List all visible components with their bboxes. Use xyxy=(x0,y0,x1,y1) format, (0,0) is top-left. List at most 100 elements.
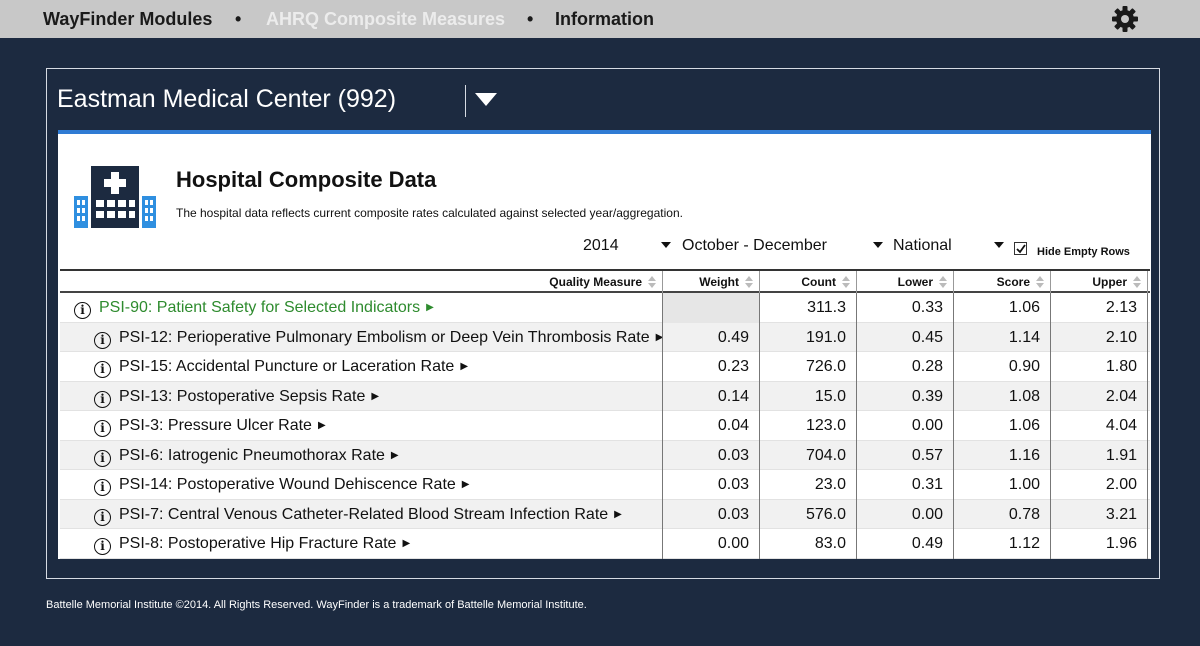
score-cell: 1.14 xyxy=(954,322,1051,352)
table-row: i PSI-8: Postoperative Hip Fracture Rate ▶… xyxy=(60,529,1150,559)
column-header-upper[interactable]: Upper xyxy=(1051,271,1148,293)
info-icon[interactable]: i xyxy=(74,302,91,319)
expand-arrow-icon[interactable]: ▶ xyxy=(460,361,469,372)
checkmark-icon xyxy=(1016,244,1026,254)
table-row: i PSI-13: Postoperative Sepsis Rate ▶ 0.14 1… xyxy=(60,381,1150,411)
lower-cell: 0.57 xyxy=(857,440,954,470)
nav-item-information[interactable]: Information xyxy=(555,9,654,29)
sort-icon xyxy=(1133,276,1141,288)
weight-cell xyxy=(663,293,760,323)
weight-cell: 0.03 xyxy=(663,440,760,470)
measure-link[interactable]: PSI-13: Postoperative Sepsis Rate ▶ xyxy=(119,388,379,405)
expand-arrow-icon[interactable]: ▶ xyxy=(614,508,622,520)
count-cell: 83.0 xyxy=(760,529,857,559)
info-icon[interactable]: i xyxy=(94,538,111,555)
measure-link[interactable]: PSI-14: Postoperative Wound Dehiscence R… xyxy=(119,476,469,493)
comparison-select[interactable]: National xyxy=(893,237,952,254)
top-nav-bar: WayFinder Modules • AHRQ Composite Measu… xyxy=(0,0,1200,38)
lower-cell: 0.00 xyxy=(857,499,954,529)
measure-label: PSI-12: Perioperative Pulmonary Embolism… xyxy=(119,328,650,346)
lower-cell: 0.49 xyxy=(857,529,954,559)
hide-empty-rows-checkbox[interactable] xyxy=(1014,242,1027,255)
sort-icon xyxy=(1036,276,1044,288)
column-header-count[interactable]: Count xyxy=(760,271,857,293)
measure-link[interactable]: PSI-3: Pressure Ulcer Rate ▶ xyxy=(119,417,326,434)
expand-arrow-icon[interactable]: ▶ xyxy=(426,302,434,313)
score-cell: 1.06 xyxy=(954,411,1051,441)
sort-icon xyxy=(648,276,656,288)
sort-icon xyxy=(745,276,753,288)
measure-label: PSI-13: Postoperative Sepsis Rate xyxy=(119,387,366,405)
upper-cell: 1.80 xyxy=(1051,352,1148,382)
column-header-weight[interactable]: Weight xyxy=(663,271,760,293)
measure-link[interactable]: PSI-12: Perioperative Pulmonary Embolism… xyxy=(119,328,662,346)
measure-cell: i PSI-13: Postoperative Sepsis Rate ▶ xyxy=(60,381,663,411)
measure-cell: i PSI-15: Accidental Puncture or Lacerati… xyxy=(60,352,663,382)
measure-link[interactable]: PSI-7: Central Venous Catheter-Related B… xyxy=(119,506,622,523)
measure-link[interactable]: PSI-6: Iatrogenic Pneumothorax Rate ▶ xyxy=(119,447,399,464)
year-select[interactable]: 2014 xyxy=(583,237,619,254)
table-header: Quality Measure Weight Count Lower Score Uppe… xyxy=(60,271,1150,293)
expand-arrow-icon[interactable]: ▶ xyxy=(655,331,663,343)
measure-cell: i PSI-6: Iatrogenic Pneumothorax Rate ▶ xyxy=(60,440,663,470)
expand-arrow-icon[interactable]: ▶ xyxy=(371,390,380,402)
period-select[interactable]: October - December xyxy=(682,237,827,254)
count-cell: 191.0 xyxy=(760,322,857,352)
nav-item-ahrq-composite-measures[interactable]: AHRQ Composite Measures xyxy=(266,9,506,29)
info-icon[interactable]: i xyxy=(94,420,111,437)
count-cell: 576.0 xyxy=(760,499,857,529)
measure-cell: i PSI-12: Perioperative Pulmonary Embolis… xyxy=(60,322,663,352)
upper-cell: 2.04 xyxy=(1051,381,1148,411)
weight-cell: 0.00 xyxy=(663,529,760,559)
year-dropdown-icon[interactable] xyxy=(661,242,671,248)
table-row: i PSI-14: Postoperative Wound Dehiscence … xyxy=(60,470,1150,500)
period-dropdown-icon[interactable] xyxy=(873,242,883,248)
info-icon[interactable]: i xyxy=(94,449,111,467)
measure-cell: i PSI-14: Postoperative Wound Dehiscence … xyxy=(60,470,663,500)
lower-cell: 0.45 xyxy=(857,322,954,352)
table-body: i PSI-90: Patient Safety for Selected Ind… xyxy=(60,293,1150,559)
nav-item-wayfinder-modules[interactable]: WayFinder Modules xyxy=(43,9,213,29)
info-icon[interactable]: i xyxy=(94,331,111,349)
column-header-lower[interactable]: Lower xyxy=(857,271,954,293)
lower-cell: 0.00 xyxy=(857,411,954,441)
expand-arrow-icon[interactable]: ▶ xyxy=(402,538,411,549)
count-cell: 726.0 xyxy=(760,352,857,382)
lower-cell: 0.31 xyxy=(857,470,954,500)
card-title: Hospital Composite Data xyxy=(176,167,437,192)
column-header-label: Upper xyxy=(1092,275,1127,289)
expand-arrow-icon[interactable]: ▶ xyxy=(390,449,399,461)
hospital-panel: Eastman Medical Center (992) Hosp xyxy=(46,68,1160,579)
comparison-dropdown-icon[interactable] xyxy=(994,242,1004,248)
info-icon[interactable]: i xyxy=(94,361,111,378)
nav-separator: • xyxy=(235,9,242,29)
upper-cell: 3.21 xyxy=(1051,499,1148,529)
upper-cell: 2.10 xyxy=(1051,322,1148,352)
column-header-quality-measure[interactable]: Quality Measure xyxy=(60,271,663,293)
measure-label: PSI-14: Postoperative Wound Dehiscence R… xyxy=(119,476,456,493)
expand-arrow-icon[interactable]: ▶ xyxy=(461,479,470,490)
measure-label: PSI-15: Accidental Puncture or Laceratio… xyxy=(119,358,455,375)
gear-icon[interactable] xyxy=(1111,5,1139,33)
info-icon[interactable]: i xyxy=(94,390,111,408)
measure-label: PSI-90: Patient Safety for Selected Indi… xyxy=(99,299,421,316)
info-icon[interactable]: i xyxy=(94,508,111,526)
hospital-dropdown-icon[interactable] xyxy=(475,93,497,107)
composite-measure-link[interactable]: PSI-90: Patient Safety for Selected Indi… xyxy=(99,299,434,316)
measure-label: PSI-8: Postoperative Hip Fracture Rate xyxy=(119,535,397,552)
count-cell: 311.3 xyxy=(760,293,857,323)
count-cell: 23.0 xyxy=(760,470,857,500)
sort-icon xyxy=(939,276,947,288)
weight-cell: 0.23 xyxy=(663,352,760,382)
measure-cell: i PSI-8: Postoperative Hip Fracture Rate ▶ xyxy=(60,529,663,559)
count-cell: 704.0 xyxy=(760,440,857,470)
count-cell: 123.0 xyxy=(760,411,857,441)
info-icon[interactable]: i xyxy=(94,479,111,496)
measure-cell: i PSI-90: Patient Safety for Selected Ind… xyxy=(60,293,663,323)
expand-arrow-icon[interactable]: ▶ xyxy=(317,420,326,431)
column-header-score[interactable]: Score xyxy=(954,271,1051,293)
column-header-label: Quality Measure xyxy=(549,275,642,289)
upper-cell: 4.04 xyxy=(1051,411,1148,441)
measure-link[interactable]: PSI-15: Accidental Puncture or Laceratio… xyxy=(119,358,468,375)
measure-link[interactable]: PSI-8: Postoperative Hip Fracture Rate ▶ xyxy=(119,535,410,552)
